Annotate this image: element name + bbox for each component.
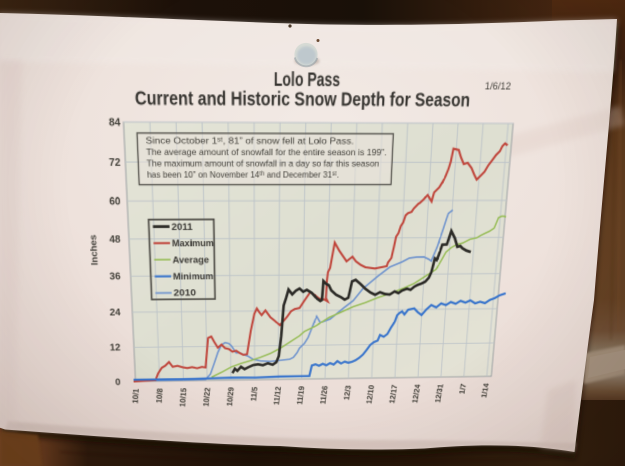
svg-text:1/7: 1/7: [458, 383, 468, 395]
svg-text:has been 10” on November 14ᵗʰ: has been 10” on November 14ᵗʰ and Decemb…: [147, 170, 339, 180]
svg-text:10/8: 10/8: [155, 388, 165, 404]
svg-text:12/10: 12/10: [365, 384, 376, 404]
svg-text:2011: 2011: [171, 222, 192, 233]
svg-text:Minimum: Minimum: [173, 272, 214, 282]
svg-text:Inches: Inches: [88, 235, 100, 266]
svg-text:10/15: 10/15: [179, 387, 189, 407]
svg-text:12/17: 12/17: [388, 384, 399, 404]
svg-text:1/14: 1/14: [480, 383, 491, 399]
svg-text:11/19: 11/19: [296, 385, 307, 405]
svg-text:2010: 2010: [173, 288, 196, 298]
svg-text:1/6/12: 1/6/12: [485, 81, 512, 92]
svg-text:Lolo Pass: Lolo Pass: [274, 69, 341, 92]
svg-text:11/12: 11/12: [273, 386, 284, 406]
svg-text:The average amount of snowfall: The average amount of snowfall for the e…: [146, 148, 387, 158]
svg-text:48: 48: [109, 234, 121, 245]
svg-text:10/29: 10/29: [226, 386, 237, 406]
svg-text:Current and Historic Snow Dept: Current and Historic Snow Depth for Seas…: [134, 88, 470, 112]
svg-text:11/5: 11/5: [250, 386, 260, 401]
svg-text:84: 84: [109, 116, 122, 128]
svg-text:10/1: 10/1: [131, 388, 141, 404]
svg-text:24: 24: [109, 307, 121, 318]
svg-text:10/22: 10/22: [202, 387, 212, 407]
svg-text:72: 72: [109, 156, 121, 168]
svg-text:12: 12: [109, 343, 121, 354]
svg-text:12/24: 12/24: [411, 384, 423, 404]
svg-text:The maximum amount of snowfall: The maximum amount of snowfall in a day …: [146, 159, 379, 169]
svg-text:Average: Average: [172, 255, 209, 265]
svg-text:36: 36: [109, 271, 121, 282]
svg-text:12/31: 12/31: [434, 383, 446, 403]
svg-text:Maximum: Maximum: [172, 238, 214, 249]
svg-text:0: 0: [115, 377, 121, 387]
svg-text:11/26: 11/26: [319, 385, 330, 405]
svg-text:Since October 1ˢᵗ, 81” of snow: Since October 1ˢᵗ, 81” of snow fell at L…: [145, 136, 354, 147]
svg-text:60: 60: [109, 196, 121, 208]
svg-text:12/3: 12/3: [343, 385, 354, 401]
